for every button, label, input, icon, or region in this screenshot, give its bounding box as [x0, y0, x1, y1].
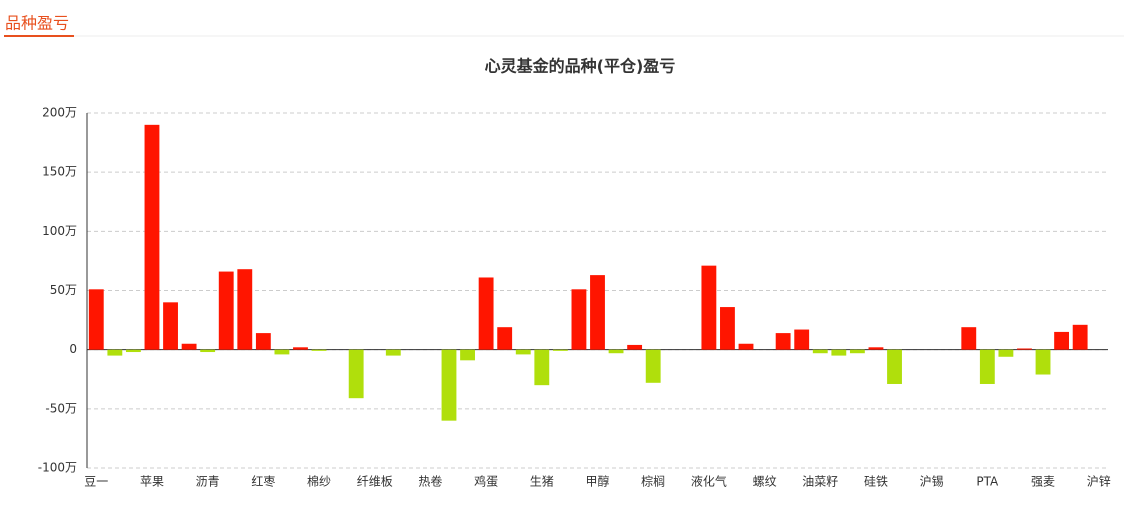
- y-tick-label: 0: [69, 342, 77, 356]
- bar: [645, 349, 661, 383]
- x-tick-label: 强麦: [1031, 475, 1055, 489]
- bar: [88, 289, 104, 350]
- bar: [961, 327, 977, 350]
- bar: [293, 347, 308, 350]
- bar: [590, 275, 605, 350]
- x-tick-label: 油菜籽: [802, 475, 838, 489]
- bar: [571, 289, 587, 350]
- x-tick-label: 沪锡: [920, 474, 944, 489]
- bar: [385, 349, 401, 356]
- bar: [775, 333, 791, 350]
- bar: [868, 347, 884, 350]
- bar: [200, 349, 216, 353]
- x-tick-label: 沪锌: [1087, 475, 1111, 489]
- x-tick-label: 鸡蛋: [474, 474, 498, 489]
- bar: [887, 349, 902, 384]
- bar: [441, 349, 457, 421]
- bar: [552, 349, 568, 351]
- y-tick-label: -50万: [45, 401, 77, 415]
- bar: [218, 271, 234, 350]
- x-tick-label: 豆一: [84, 475, 108, 489]
- bar: [163, 302, 178, 350]
- bar: [738, 343, 754, 350]
- bar: [255, 333, 271, 350]
- x-tick-label: PTA: [976, 475, 999, 489]
- bar: [1054, 331, 1070, 350]
- bar: [181, 343, 197, 350]
- x-tick-label: 生猪: [530, 475, 554, 489]
- y-tick-label: 150万: [42, 165, 77, 179]
- bar: [998, 349, 1014, 357]
- x-tick-label: 棉纱: [307, 475, 331, 489]
- bar: [720, 307, 735, 350]
- y-tick-label: 50万: [50, 283, 77, 297]
- bar: [311, 349, 327, 351]
- bar: [144, 124, 160, 350]
- bar: [237, 269, 253, 350]
- bar: [831, 349, 847, 356]
- bar: [1035, 349, 1051, 375]
- bar: [608, 349, 624, 354]
- x-tick-label: 沥青: [196, 475, 220, 489]
- y-tick-label: -100万: [38, 461, 77, 475]
- bar: [849, 349, 865, 354]
- x-tick-label: 甲醇: [585, 474, 609, 489]
- chart-title: 心灵基金的品种(平仓)盈亏: [485, 57, 676, 76]
- bar: [107, 349, 123, 356]
- bar: [812, 349, 828, 354]
- bar: [1072, 324, 1088, 350]
- x-tick-label: 苹果: [140, 475, 164, 489]
- bar: [515, 349, 531, 355]
- bar: [348, 349, 364, 399]
- bar: [701, 265, 717, 350]
- bar: [534, 349, 550, 386]
- bar: [1017, 348, 1032, 350]
- x-tick-label: 热卷: [418, 474, 442, 489]
- bar: [627, 344, 643, 350]
- x-tick-label: 硅铁: [864, 475, 888, 489]
- bar: [497, 327, 513, 350]
- x-tick-label: 螺纹: [753, 475, 777, 489]
- bar: [125, 349, 141, 353]
- bar: [478, 277, 494, 350]
- x-tick-label: 棕榈: [641, 474, 665, 489]
- section-title: 品种盈亏: [5, 14, 69, 33]
- x-tick-label: 纤维板: [357, 475, 393, 489]
- x-tick-label: 红枣: [251, 474, 275, 489]
- y-tick-label: 100万: [42, 224, 77, 238]
- bar: [979, 349, 995, 384]
- bar: [794, 329, 810, 350]
- y-tick-label: 200万: [42, 106, 77, 120]
- x-tick-label: 液化气: [691, 474, 727, 489]
- bar: [460, 349, 475, 361]
- bar: [274, 349, 290, 355]
